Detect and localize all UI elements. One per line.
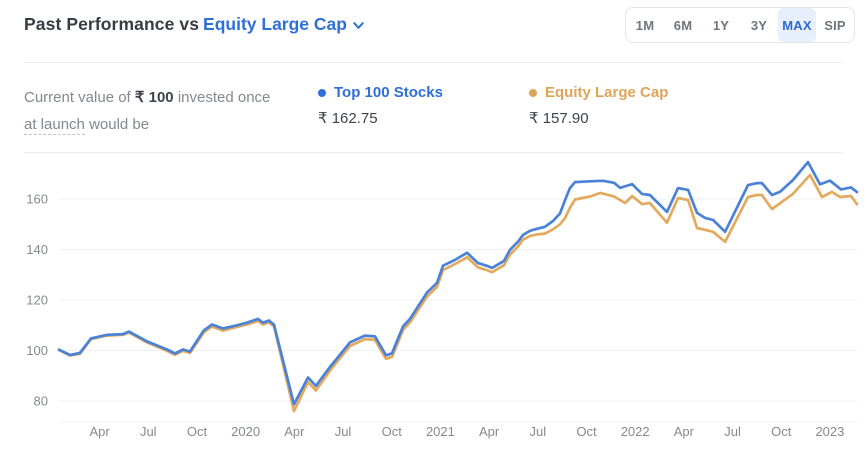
- legend-label: Equity Large Cap: [545, 84, 669, 101]
- benchmark-label: Equity Large Cap: [203, 14, 347, 34]
- svg-text:80: 80: [34, 394, 48, 409]
- svg-text:2021: 2021: [426, 424, 455, 439]
- legend-item-equity-large-cap: Equity Large Cap ₹ 157.90: [529, 84, 668, 127]
- svg-text:Apr: Apr: [89, 424, 110, 439]
- svg-text:2022: 2022: [621, 424, 650, 439]
- summary-prefix: Current value of: [24, 89, 131, 106]
- svg-text:Jul: Jul: [335, 424, 352, 439]
- svg-text:Apr: Apr: [284, 424, 305, 439]
- svg-text:2023: 2023: [815, 424, 844, 439]
- svg-text:Oct: Oct: [187, 424, 208, 439]
- range-button-6m[interactable]: 6M: [664, 8, 702, 42]
- svg-text:Jul: Jul: [724, 424, 741, 439]
- benchmark-selector[interactable]: Equity Large Cap: [203, 14, 365, 35]
- legend-value: ₹ 162.75: [318, 110, 378, 127]
- svg-text:Oct: Oct: [771, 424, 792, 439]
- chevron-down-icon: [353, 22, 364, 29]
- legend-item-top-100-stocks: Top 100 Stocks ₹ 162.75: [318, 84, 443, 127]
- svg-text:Apr: Apr: [674, 424, 695, 439]
- legend-divider: [24, 152, 842, 153]
- invested-amount: ₹ 100: [134, 89, 174, 106]
- page-title: Past Performance vs Equity Large Cap: [24, 14, 365, 35]
- summary-middle: invested once: [177, 89, 271, 106]
- legend-dot-orange-icon: [529, 88, 537, 97]
- summary-suffix: would be: [89, 116, 150, 133]
- legend-value: ₹ 157.90: [529, 110, 589, 127]
- legend-label: Top 100 Stocks: [334, 84, 443, 101]
- svg-text:Oct: Oct: [576, 424, 597, 439]
- title-text: Past Performance vs: [24, 14, 200, 34]
- svg-text:160: 160: [26, 192, 48, 207]
- range-button-sip[interactable]: SIP: [816, 8, 854, 42]
- svg-text:Apr: Apr: [479, 424, 500, 439]
- range-button-1m[interactable]: 1M: [626, 8, 664, 42]
- at-launch-term[interactable]: at launch: [24, 116, 85, 135]
- svg-text:120: 120: [26, 293, 48, 308]
- svg-text:Jul: Jul: [140, 424, 157, 439]
- svg-text:Oct: Oct: [382, 424, 403, 439]
- svg-text:100: 100: [26, 343, 48, 358]
- range-button-1y[interactable]: 1Y: [702, 8, 740, 42]
- svg-text:Jul: Jul: [529, 424, 546, 439]
- range-button-max[interactable]: MAX: [778, 8, 816, 42]
- legend-dot-blue-icon: [318, 88, 326, 97]
- range-button-3y[interactable]: 3Y: [740, 8, 778, 42]
- header-divider: [24, 62, 842, 63]
- svg-text:140: 140: [26, 242, 48, 257]
- time-range-selector: 1M 6M 1Y 3Y MAX SIP: [625, 7, 855, 43]
- svg-text:2020: 2020: [231, 424, 260, 439]
- summary-text: Current value of ₹ 100 invested once at …: [24, 84, 316, 138]
